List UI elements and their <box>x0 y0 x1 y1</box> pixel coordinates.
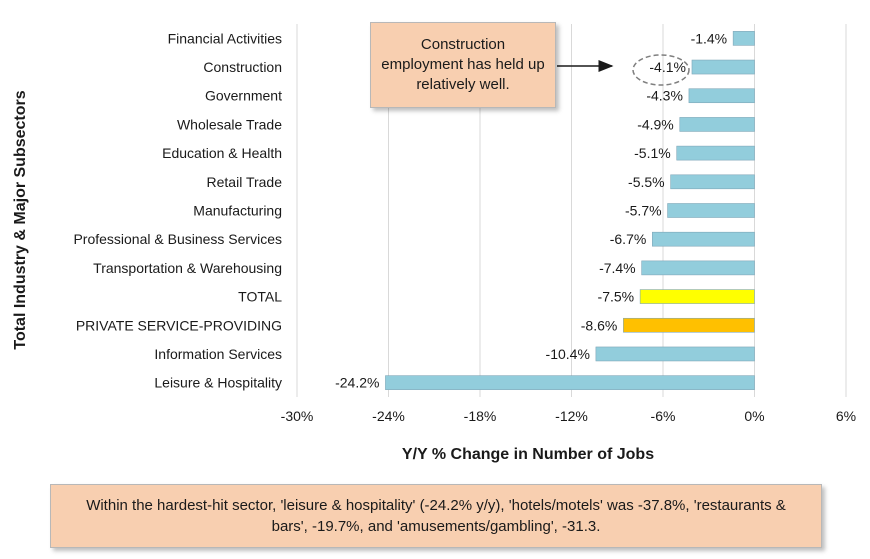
footnote-box: Within the hardest-hit sector, 'leisure … <box>50 484 822 548</box>
x-tick-label: 0% <box>744 408 764 424</box>
footnote-text: Within the hardest-hit sector, 'leisure … <box>86 497 786 535</box>
x-tick-label: 6% <box>836 408 856 424</box>
bar <box>641 260 755 276</box>
x-tick-label: -18% <box>464 408 497 424</box>
data-label: -4.3% <box>646 88 683 104</box>
bar <box>688 88 755 104</box>
bar <box>595 346 755 362</box>
category-label: Professional & Business Services <box>73 231 282 247</box>
category-label: TOTAL <box>238 289 282 305</box>
bars <box>385 31 755 390</box>
category-label: Manufacturing <box>193 203 282 219</box>
category-label: PRIVATE SERVICE-PROVIDING <box>76 317 282 333</box>
x-axis-ticks: -30% -24% -18% -12% -6% 0% 6% <box>281 408 856 424</box>
data-label: -5.5% <box>628 174 665 190</box>
data-label: -8.6% <box>581 317 618 333</box>
callout-text: Construction employment has held up rela… <box>381 36 545 93</box>
y-axis-title: Total Industry & Major Subsectors <box>12 90 29 349</box>
labels: Financial Activities -1.4% Construction -4.… <box>73 30 727 390</box>
category-label: Construction <box>203 59 282 75</box>
x-tick-label: -6% <box>651 408 676 424</box>
category-label: Government <box>205 88 282 104</box>
data-label: -10.4% <box>546 346 590 362</box>
data-label: -7.4% <box>599 260 636 276</box>
x-tick-label: -24% <box>372 408 405 424</box>
construction-highlight-ellipse <box>632 54 690 86</box>
bar <box>652 231 755 247</box>
bar-chart: Financial Activities -1.4% Construction -4.… <box>12 24 856 463</box>
data-label: -6.7% <box>610 231 647 247</box>
data-label: -4.1% <box>649 59 686 75</box>
bar <box>670 174 755 190</box>
data-label: -5.7% <box>625 203 662 219</box>
data-label: -7.5% <box>598 289 635 305</box>
category-label: Education & Health <box>162 145 282 161</box>
category-label: Retail Trade <box>207 174 283 190</box>
category-label: Information Services <box>154 346 282 362</box>
bar <box>732 31 755 46</box>
x-tick-label: -12% <box>555 408 588 424</box>
category-label: Financial Activities <box>168 30 282 46</box>
bar <box>623 317 755 333</box>
bar <box>691 59 755 75</box>
bar <box>639 289 755 304</box>
bar <box>667 203 755 218</box>
bar <box>679 117 755 132</box>
data-label: -5.1% <box>634 145 671 161</box>
bar <box>385 375 755 390</box>
category-label: Leisure & Hospitality <box>154 375 282 391</box>
bar <box>676 145 755 161</box>
data-label: -24.2% <box>335 375 379 391</box>
construction-callout: Construction employment has held up rela… <box>370 22 556 108</box>
category-label: Transportation & Warehousing <box>93 260 282 276</box>
data-label: -4.9% <box>637 116 674 132</box>
x-tick-label: -30% <box>281 408 314 424</box>
category-label: Wholesale Trade <box>177 116 282 132</box>
data-label: -1.4% <box>691 30 728 46</box>
x-axis-title: Y/Y % Change in Number of Jobs <box>402 446 654 463</box>
